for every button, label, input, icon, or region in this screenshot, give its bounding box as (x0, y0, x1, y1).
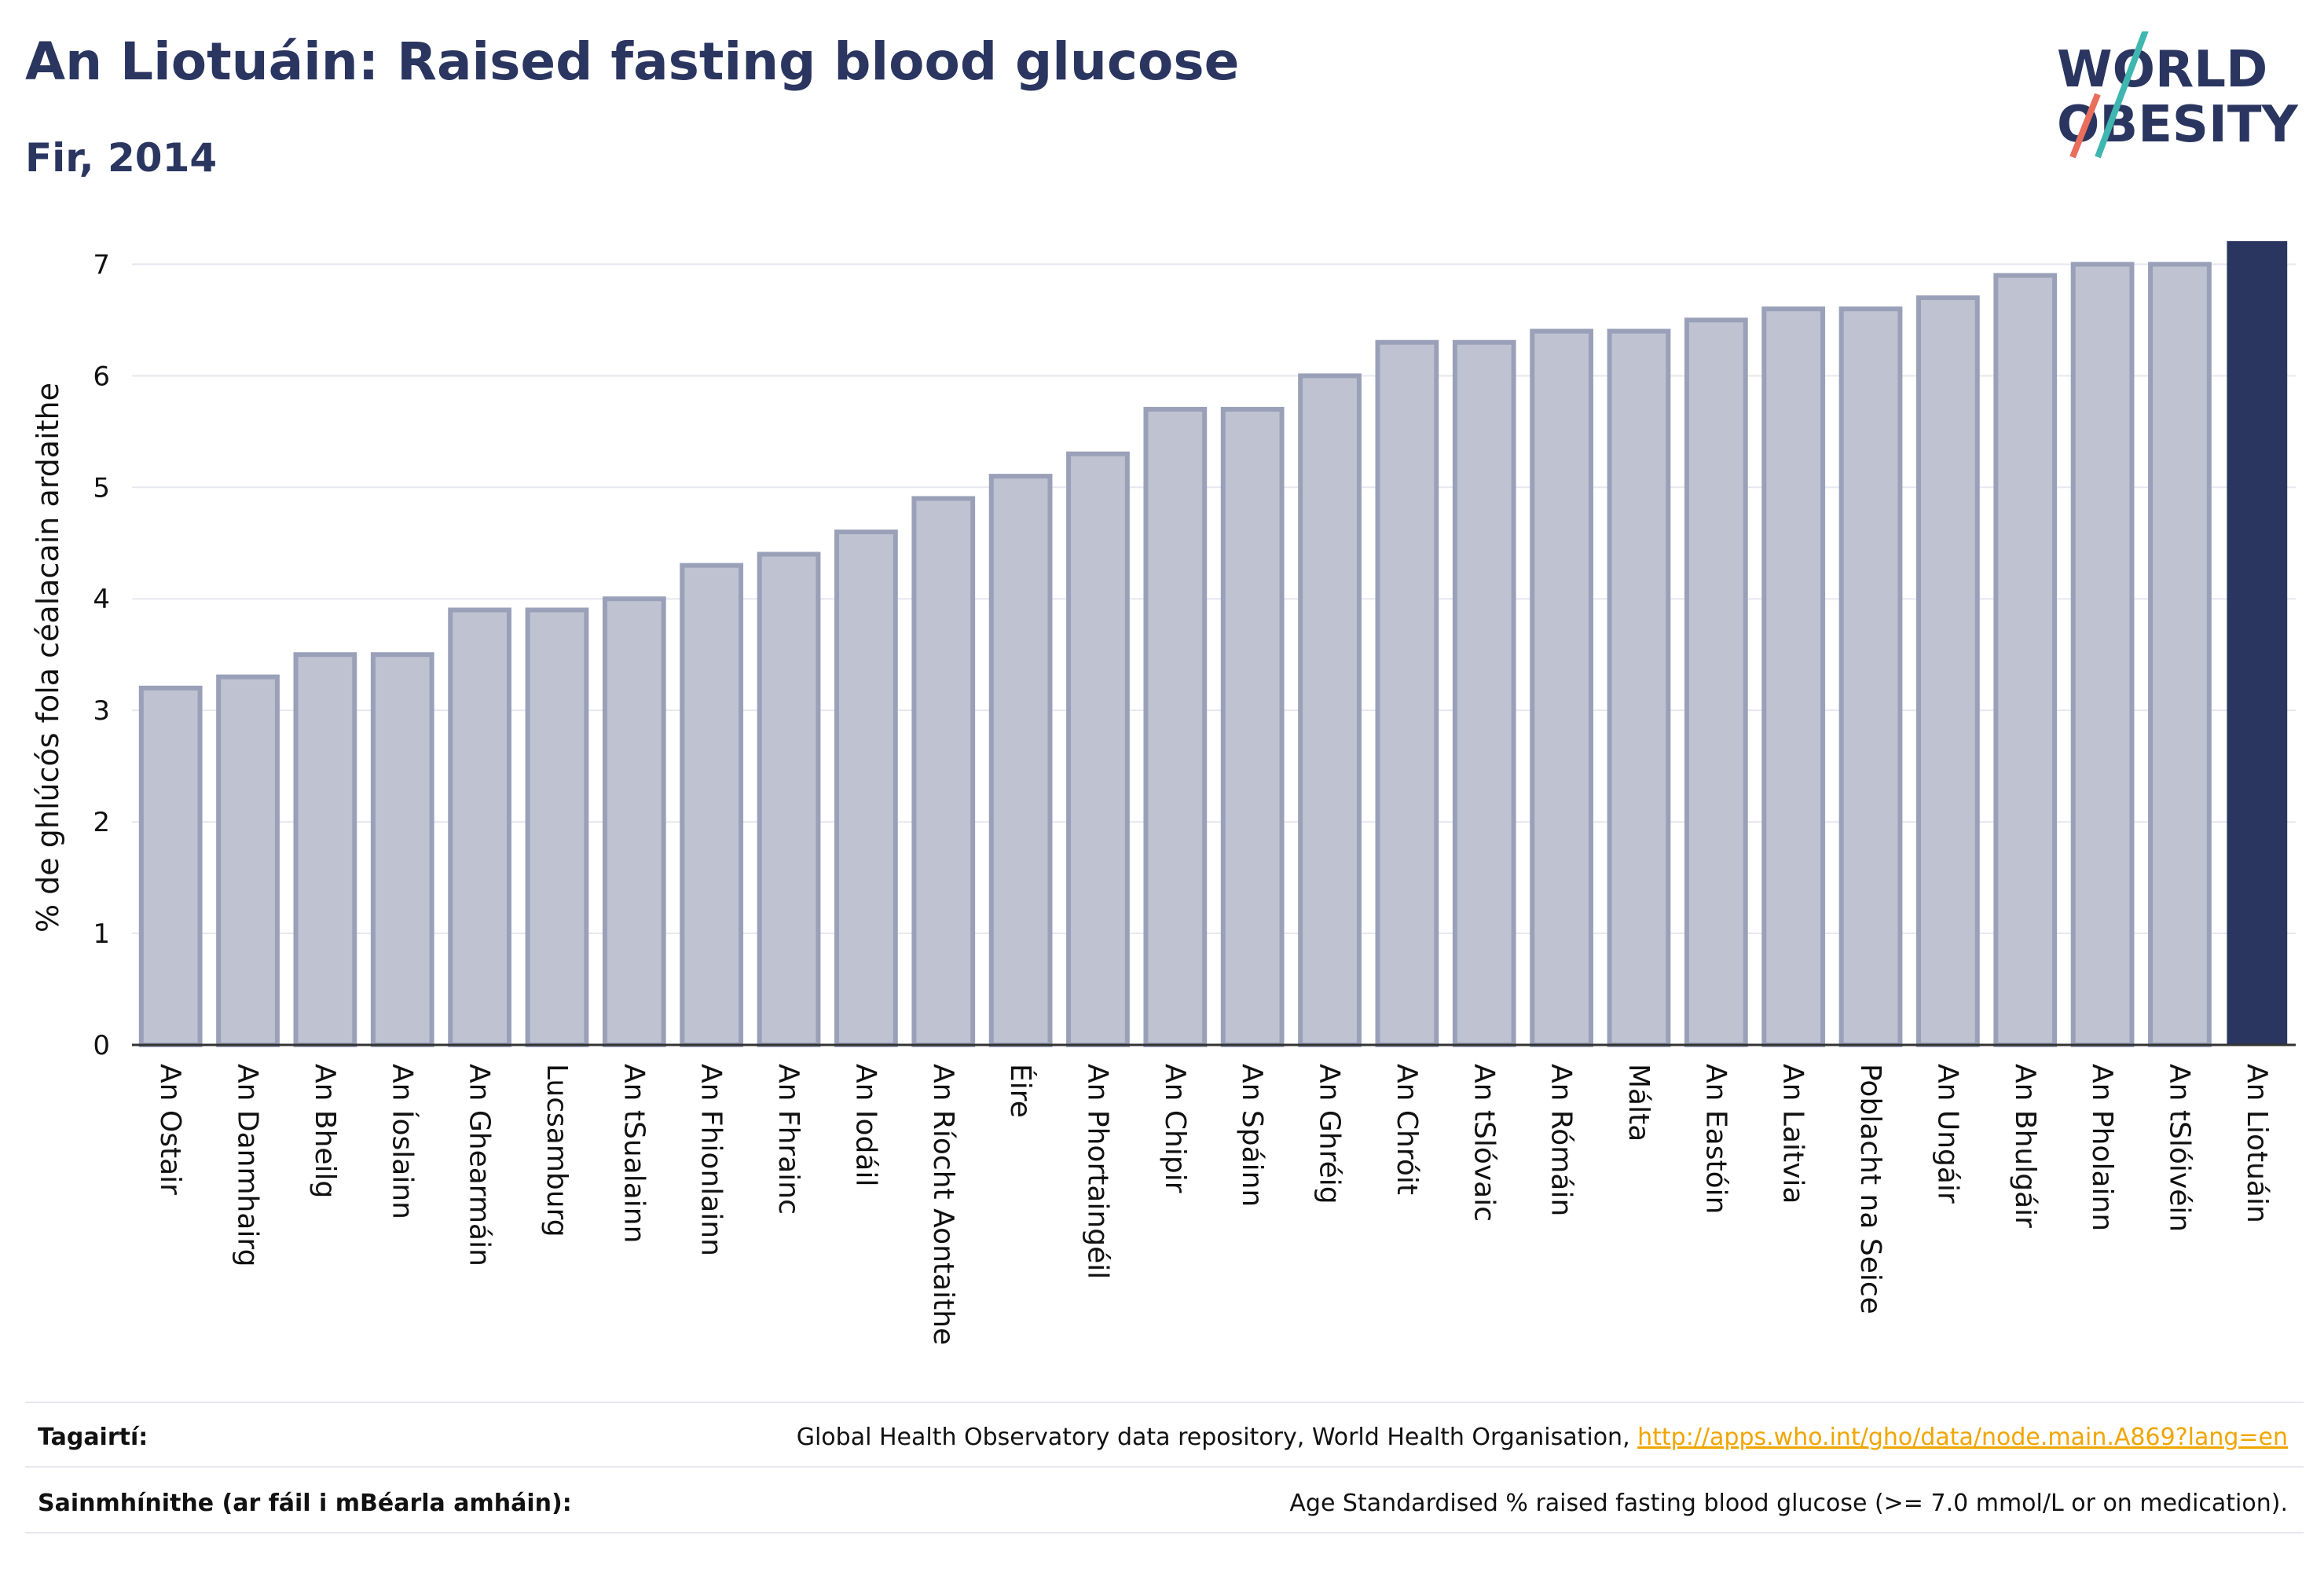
bar-4 (448, 607, 511, 1047)
world-obesity-logo: WORLD OBESITY (2057, 31, 2298, 159)
definitions-label: Sainmhínithe (ar fáil i mBéarla amháin): (38, 1490, 572, 1517)
chart-subtitle: Fir, 2014 (25, 135, 218, 181)
x-tick-label: Éire (1004, 1064, 1037, 1118)
bar-24 (1993, 273, 2058, 1048)
bar-6 (602, 596, 666, 1047)
logo-slash-teal (2095, 31, 2149, 159)
x-tick-label: An Bhulgáir (2009, 1064, 2041, 1228)
bar-19 (1607, 328, 1671, 1047)
bar-16 (1375, 339, 1439, 1047)
x-tick-label: An Bheilg (309, 1064, 341, 1198)
x-tick-label: Lucsamburg (541, 1064, 573, 1237)
x-tick-label: An Danmhairg (232, 1064, 264, 1266)
bar-13 (1143, 406, 1208, 1047)
footer-divider-middle (25, 1466, 2304, 1468)
footer-divider-bottom (25, 1532, 2304, 1534)
bar-5 (525, 607, 589, 1047)
x-tick-label: An tSlóvaic (1468, 1064, 1500, 1222)
y-tick-label: 4 (93, 584, 110, 615)
bar-12 (1066, 451, 1130, 1047)
bar-26 (2148, 262, 2212, 1047)
y-tick-label: 7 (93, 249, 110, 280)
y-tick-label: 2 (93, 807, 110, 838)
bar-23 (1916, 295, 1980, 1047)
bar-2 (293, 652, 357, 1047)
bar-20 (1684, 317, 1748, 1048)
x-tick-label: An Ghearmáin (464, 1064, 496, 1266)
x-tick-label: Poblacht na Seice (1854, 1064, 1886, 1314)
chart-title: An Liotuáin: Raised fasting blood glucos… (25, 31, 1240, 92)
x-tick-label: An Chróit (1391, 1064, 1423, 1195)
bar-27 (2227, 241, 2288, 1046)
footer-divider-top (25, 1402, 2304, 1403)
y-tick-label: 0 (93, 1030, 110, 1061)
y-axis-label: % de ghlúcós fola céalacain ardaithe (31, 383, 65, 933)
x-tick-label: An Fhrainc (772, 1064, 805, 1215)
x-tick-label: An Laitvia (1777, 1064, 1809, 1204)
x-tick-label: An Ríocht Aontaithe (927, 1064, 959, 1345)
x-tick-label: An Spáinn (1236, 1064, 1268, 1207)
x-tick-label: An Liotuáin (2241, 1064, 2273, 1223)
x-tick-label: An Rómáin (1545, 1064, 1578, 1216)
bar-17 (1452, 339, 1516, 1047)
x-tick-label: An Pholainn (2086, 1064, 2118, 1231)
definitions-value: Age Standardised % raised fasting blood … (1289, 1490, 2288, 1517)
references-label: Tagairtí: (38, 1424, 148, 1451)
bar-15 (1298, 373, 1362, 1048)
x-tick-label: An Ungáir (1931, 1064, 1963, 1204)
logo-line-2: OBESITY (2057, 96, 2298, 154)
y-tick-label: 6 (93, 361, 110, 392)
bar-chart: 0 1 2 3 4 5 6 7 % de ghlúcós fola céalacain arda… (31, 241, 2296, 1345)
references-text: Global Health Observatory data repositor… (796, 1424, 1638, 1451)
bar-9 (834, 530, 898, 1047)
x-tick-label: An tSlóivéin (2163, 1064, 2195, 1232)
x-tick-label: An Íoslainn (386, 1064, 419, 1219)
bar-22 (1838, 306, 1903, 1047)
x-tick-label: An Phortaingéil (1081, 1064, 1113, 1279)
x-tick-label: An Ghréig (1314, 1064, 1346, 1204)
x-tick-label: An Ostair (154, 1064, 186, 1195)
references-value: Global Health Observatory data repositor… (797, 1424, 2288, 1451)
bar-7 (680, 563, 744, 1047)
bar-14 (1220, 406, 1285, 1047)
y-tick-label: 5 (93, 472, 110, 504)
bar-0 (138, 685, 203, 1047)
x-tick-label: An Eastóin (1699, 1064, 1732, 1214)
y-tick-label: 1 (93, 918, 110, 950)
bar-21 (1761, 306, 1826, 1047)
logo-slash-coral (2069, 93, 2101, 159)
logo-line-1: WORLD (2057, 41, 2267, 99)
x-tick-label: An Chipir (1159, 1064, 1191, 1193)
bar-10 (911, 496, 976, 1047)
x-tick-label: An Fhionlainn (695, 1064, 728, 1256)
bar-11 (988, 474, 1053, 1047)
bar-3 (370, 652, 434, 1047)
bar-1 (216, 674, 280, 1047)
x-tick-label: An tSualainn (618, 1064, 650, 1243)
bar-18 (1530, 328, 1593, 1047)
y-tick-label: 3 (93, 695, 110, 727)
x-tick-label: Málta (1622, 1064, 1655, 1142)
bar-8 (757, 552, 821, 1047)
bar-25 (2070, 262, 2135, 1047)
references-link[interactable]: http://apps.who.int/gho/data/node.main.A… (1637, 1424, 2288, 1451)
x-tick-label: An Iodáil (849, 1064, 882, 1186)
